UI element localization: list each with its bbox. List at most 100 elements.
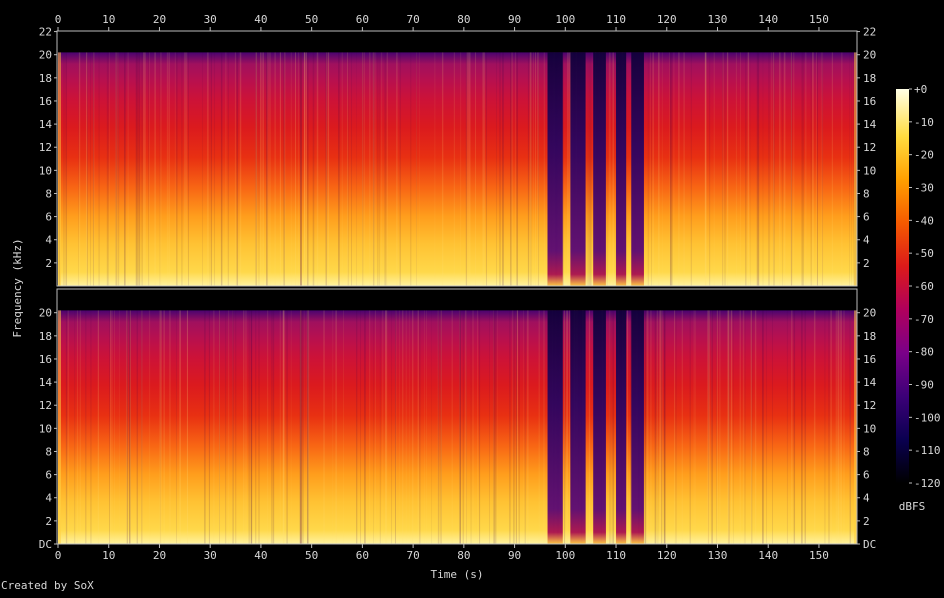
texture-line (568, 52, 569, 286)
texture-line (563, 52, 564, 286)
texture-line (93, 52, 95, 286)
texture-line (248, 310, 249, 544)
texture-line (138, 52, 139, 286)
y-tick-label: 4 (863, 234, 870, 247)
texture-line (513, 310, 514, 544)
y-tick-label: 12 (39, 141, 52, 154)
x-tick-label: 90 (508, 549, 521, 562)
texture-line (333, 310, 334, 544)
texture-line (400, 52, 401, 286)
texture-line (269, 52, 270, 286)
y-tick-label: 18 (39, 72, 52, 85)
texture-line (186, 52, 187, 286)
texture-line (791, 310, 792, 544)
colorbar-tick-label: -40 (914, 214, 934, 227)
y-tick-label: 2 (45, 515, 52, 528)
texture-line (66, 52, 67, 286)
texture-line (473, 310, 474, 544)
x-tick-label: 10 (102, 13, 115, 26)
colorbar-tick-label: -90 (914, 379, 934, 392)
texture-line (412, 310, 413, 544)
texture-line (477, 310, 478, 544)
x-tick-label: 50 (305, 549, 318, 562)
texture-line (267, 310, 268, 544)
texture-line (364, 52, 365, 286)
texture-line (307, 310, 308, 544)
texture-line (694, 310, 695, 544)
texture-line (179, 310, 181, 544)
texture-line (114, 310, 115, 544)
texture-line (373, 52, 374, 286)
texture-line (266, 52, 268, 286)
texture-line (185, 52, 186, 286)
texture-line (801, 52, 802, 286)
colorbar-tick-label: -50 (914, 247, 934, 260)
texture-line (127, 310, 128, 544)
quiet-segment (631, 52, 644, 286)
texture-line (137, 310, 138, 544)
texture-line (460, 52, 461, 286)
x-tick-label: 20 (153, 13, 166, 26)
texture-line (308, 310, 309, 544)
texture-line (377, 52, 378, 286)
texture-line (773, 52, 774, 286)
texture-line (793, 52, 794, 286)
y-tick-label: 12 (863, 141, 876, 154)
texture-line (787, 310, 788, 544)
y-tick-label: 6 (863, 469, 870, 482)
texture-line (771, 52, 772, 286)
y-tick-label: 4 (45, 492, 52, 505)
texture-line (564, 310, 565, 544)
texture-line (509, 310, 510, 544)
texture-line (496, 310, 497, 544)
texture-line (486, 52, 487, 286)
y-tick-label: 14 (863, 376, 877, 389)
texture-line (435, 52, 436, 286)
texture-line (369, 52, 370, 286)
texture-line (609, 52, 610, 286)
texture-line (369, 310, 370, 544)
texture-line (235, 52, 236, 286)
texture-line (280, 310, 281, 544)
texture-line (662, 52, 663, 286)
texture-line (768, 52, 769, 286)
texture-line (130, 310, 131, 544)
texture-line (237, 52, 239, 286)
texture-line (154, 52, 155, 286)
texture-line (91, 310, 92, 544)
texture-line (528, 52, 529, 286)
texture-line (328, 52, 329, 286)
texture-line (675, 310, 676, 544)
texture-line (58, 310, 61, 544)
texture-line (569, 310, 570, 544)
texture-line (727, 52, 728, 286)
texture-line (295, 52, 296, 286)
texture-line (143, 52, 144, 286)
texture-line (109, 52, 110, 286)
texture-line (454, 52, 455, 286)
texture-line (824, 310, 825, 544)
texture-line (213, 310, 214, 544)
quiet-segment (548, 52, 563, 286)
texture-line (251, 310, 252, 544)
texture-line (519, 310, 520, 544)
texture-line (373, 310, 374, 544)
texture-line (323, 310, 324, 544)
texture-line (661, 310, 662, 544)
texture-line (442, 52, 443, 286)
texture-line (465, 310, 466, 544)
texture-line (418, 310, 419, 544)
texture-line (469, 52, 470, 286)
texture-line (482, 52, 484, 286)
y-tick-label: 22 (39, 26, 52, 39)
texture-line (406, 310, 407, 544)
y-tick-label: 8 (45, 445, 52, 458)
texture-line (744, 310, 745, 544)
x-tick-label: 60 (356, 549, 369, 562)
texture-line (160, 52, 161, 286)
x-tick-label: 110 (606, 13, 626, 26)
y-tick-label: 8 (45, 187, 52, 200)
y-tick-label: 10 (863, 422, 876, 435)
y-tick-label: 16 (39, 95, 52, 108)
y-tick-label: 6 (45, 469, 52, 482)
